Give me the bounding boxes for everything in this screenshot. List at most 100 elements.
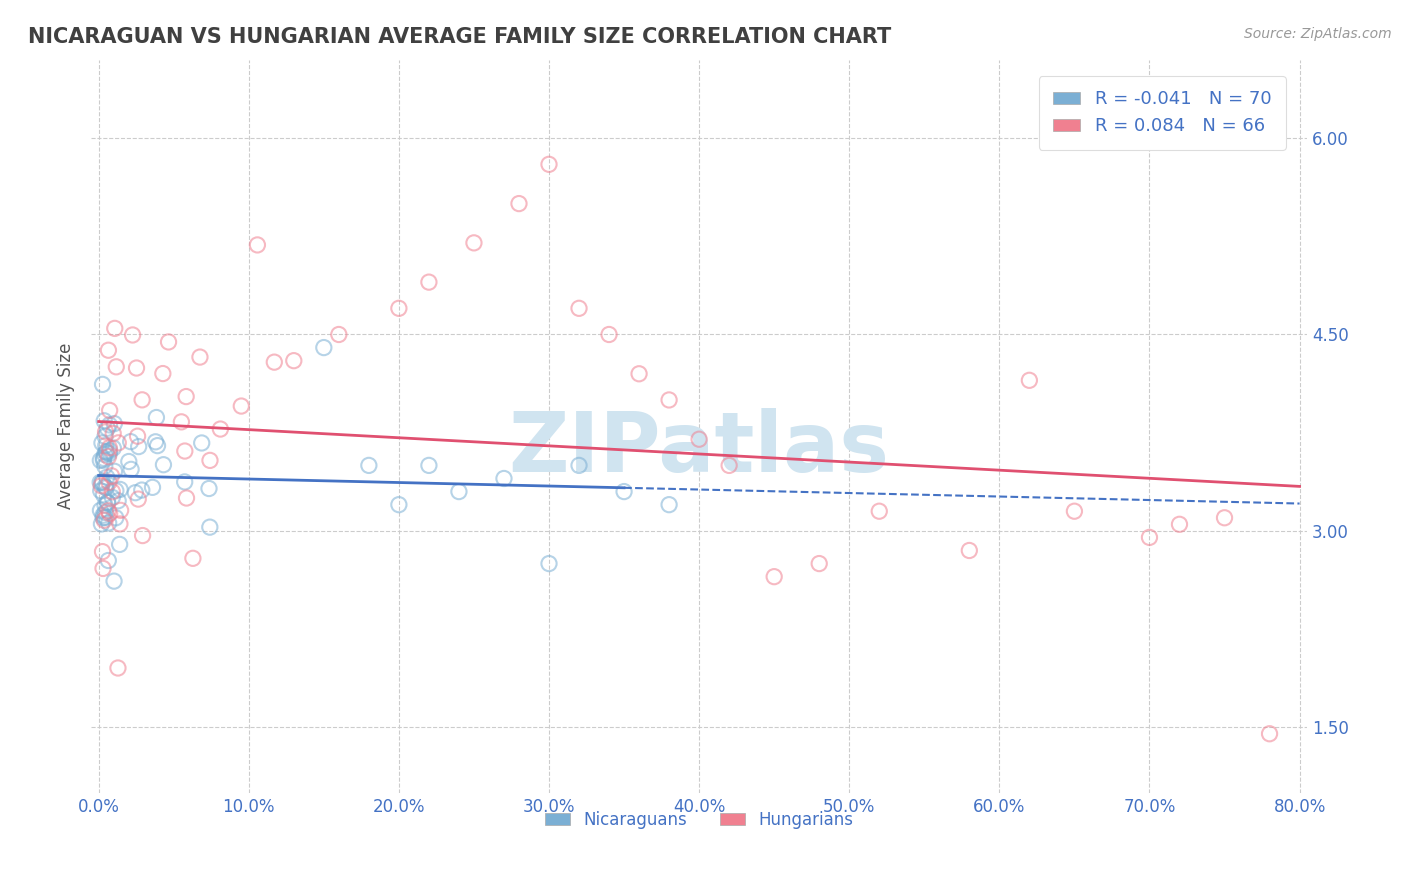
Point <box>97 495 120 509</box>
Point <box>108 537 131 551</box>
Point <box>328 327 350 342</box>
Point <box>1018 373 1040 387</box>
Point <box>103 574 125 588</box>
Point <box>104 511 127 525</box>
Point <box>492 471 515 485</box>
Point <box>108 483 131 497</box>
Point <box>108 516 131 531</box>
Text: NICARAGUAN VS HUNGARIAN AVERAGE FAMILY SIZE CORRELATION CHART: NICARAGUAN VS HUNGARIAN AVERAGE FAMILY S… <box>28 27 891 46</box>
Point <box>94 481 117 495</box>
Point <box>89 453 111 467</box>
Point <box>90 516 112 531</box>
Point <box>537 157 560 171</box>
Point <box>100 468 122 483</box>
Point <box>174 390 197 404</box>
Point <box>357 458 380 473</box>
Point <box>90 479 112 493</box>
Point <box>957 543 980 558</box>
Point <box>447 484 470 499</box>
Point <box>91 475 114 489</box>
Point <box>1139 530 1161 544</box>
Point <box>103 417 125 431</box>
Point <box>98 507 121 521</box>
Point <box>1063 504 1085 518</box>
Point <box>127 429 149 443</box>
Point <box>418 458 440 473</box>
Point <box>94 459 117 474</box>
Point <box>91 508 114 523</box>
Point <box>121 328 143 343</box>
Point <box>198 453 221 467</box>
Point <box>283 353 305 368</box>
Point <box>91 453 114 467</box>
Point <box>98 475 121 490</box>
Point <box>104 321 127 335</box>
Point <box>190 436 212 450</box>
Point <box>209 422 232 436</box>
Point <box>188 350 211 364</box>
Point <box>808 557 831 571</box>
Point <box>97 495 120 509</box>
Point <box>93 414 115 428</box>
Text: Source: ZipAtlas.com: Source: ZipAtlas.com <box>1244 27 1392 41</box>
Point <box>104 483 127 498</box>
Point <box>89 475 111 490</box>
Point <box>97 343 120 358</box>
Point <box>107 661 129 675</box>
Point <box>97 553 120 567</box>
Point <box>94 505 117 519</box>
Point <box>94 438 117 452</box>
Point <box>131 392 153 407</box>
Point <box>94 510 117 524</box>
Point <box>96 446 118 460</box>
Legend: Nicaraguans, Hungarians: Nicaraguans, Hungarians <box>538 805 860 836</box>
Point <box>103 426 125 441</box>
Point <box>97 516 120 530</box>
Point <box>125 361 148 376</box>
Point <box>537 557 560 571</box>
Point <box>94 429 117 443</box>
Y-axis label: Average Family Size: Average Family Size <box>58 343 75 509</box>
Point <box>157 334 180 349</box>
Point <box>152 458 174 472</box>
Point <box>170 415 193 429</box>
Point <box>173 444 195 458</box>
Point <box>90 475 112 490</box>
Point <box>263 355 285 369</box>
Point <box>718 458 741 473</box>
Point <box>568 301 591 316</box>
Point <box>145 434 167 449</box>
Point <box>105 359 128 374</box>
Point <box>198 520 221 534</box>
Point <box>94 498 117 512</box>
Point <box>93 451 115 466</box>
Point <box>173 475 195 489</box>
Point <box>388 301 411 316</box>
Point <box>388 498 411 512</box>
Point <box>198 482 221 496</box>
Point <box>418 275 440 289</box>
Point <box>97 450 120 464</box>
Point <box>688 432 710 446</box>
Point <box>91 510 114 524</box>
Point <box>91 377 114 392</box>
Point <box>131 528 153 542</box>
Point <box>598 327 620 342</box>
Point <box>98 403 121 417</box>
Point <box>94 425 117 439</box>
Point <box>98 441 121 455</box>
Point <box>127 492 149 507</box>
Point <box>98 443 121 458</box>
Point <box>94 444 117 458</box>
Point <box>96 470 118 484</box>
Point <box>107 435 129 450</box>
Point <box>103 441 125 455</box>
Point <box>131 483 153 497</box>
Point <box>128 440 150 454</box>
Point <box>763 569 786 583</box>
Point <box>152 367 174 381</box>
Point <box>90 483 112 498</box>
Point <box>312 341 335 355</box>
Point <box>628 367 651 381</box>
Point <box>146 439 169 453</box>
